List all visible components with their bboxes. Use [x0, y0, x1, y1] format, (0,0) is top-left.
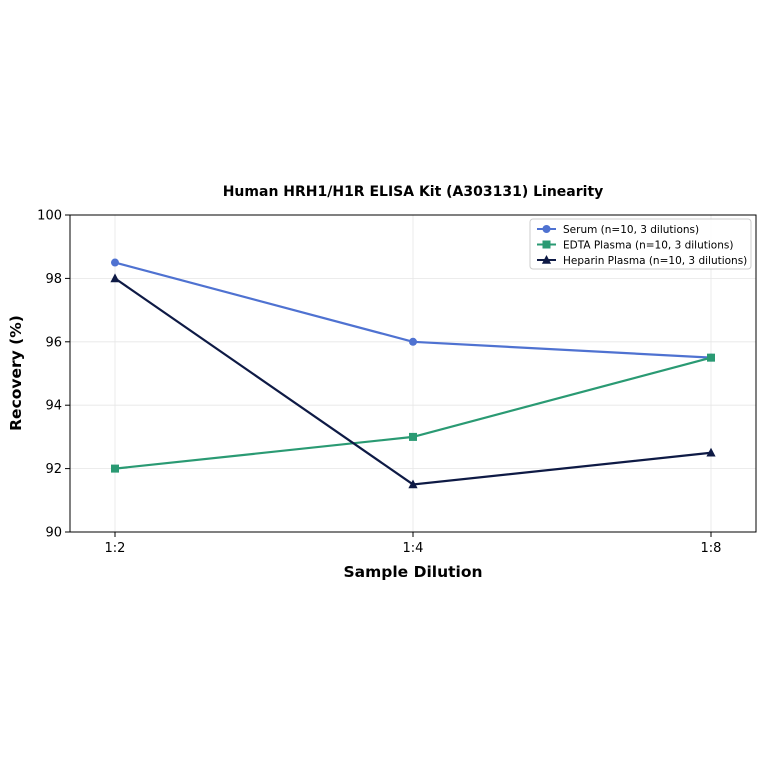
y-axis-label: Recovery (%) — [7, 315, 25, 431]
legend-label: EDTA Plasma (n=10, 3 dilutions) — [563, 239, 733, 251]
legend-label: Heparin Plasma (n=10, 3 dilutions) — [563, 255, 747, 267]
legend-item: EDTA Plasma (n=10, 3 dilutions) — [537, 239, 733, 251]
chart-title: Human HRH1/H1R ELISA Kit (A303131) Linea… — [223, 184, 604, 200]
data-point — [111, 258, 119, 267]
data-point — [111, 464, 119, 473]
legend-marker — [542, 240, 551, 249]
data-point — [110, 273, 120, 283]
y-tick-label: 100 — [37, 209, 62, 224]
data-point — [409, 337, 417, 346]
y-tick-label: 96 — [45, 335, 62, 350]
legend-box — [529, 218, 752, 270]
legend: Serum (n=10, 3 dilutions) EDTA Plasma (n=… — [529, 218, 752, 270]
series-3 — [110, 273, 716, 489]
x-tick-label: 1:2 — [105, 541, 126, 556]
data-point — [706, 447, 716, 457]
x-tick-label: 1:4 — [403, 541, 424, 556]
x-axis-label: Sample Dilution — [343, 563, 482, 581]
y-tick-label: 94 — [45, 399, 62, 414]
data-point — [408, 479, 418, 489]
y-tick-label: 90 — [45, 526, 62, 541]
legend-marker — [541, 255, 552, 264]
y-tick-label: 98 — [45, 272, 62, 287]
legend-item: Serum (n=10, 3 dilutions) — [537, 224, 699, 236]
y-axis-ticks: 90 92 94 96 98 100 — [37, 209, 70, 541]
data-point — [707, 353, 715, 362]
series-layer — [110, 258, 716, 489]
x-tick-label: 1:8 — [701, 541, 722, 556]
legend-item: Heparin Plasma (n=10, 3 dilutions) — [537, 255, 747, 267]
x-axis-ticks: 1:2 1:4 1:8 — [105, 532, 722, 556]
y-tick-label: 92 — [45, 462, 62, 477]
legend-marker — [542, 225, 551, 233]
series-2 — [111, 353, 715, 473]
legend-label: Serum (n=10, 3 dilutions) — [563, 224, 699, 236]
data-point — [409, 432, 417, 441]
